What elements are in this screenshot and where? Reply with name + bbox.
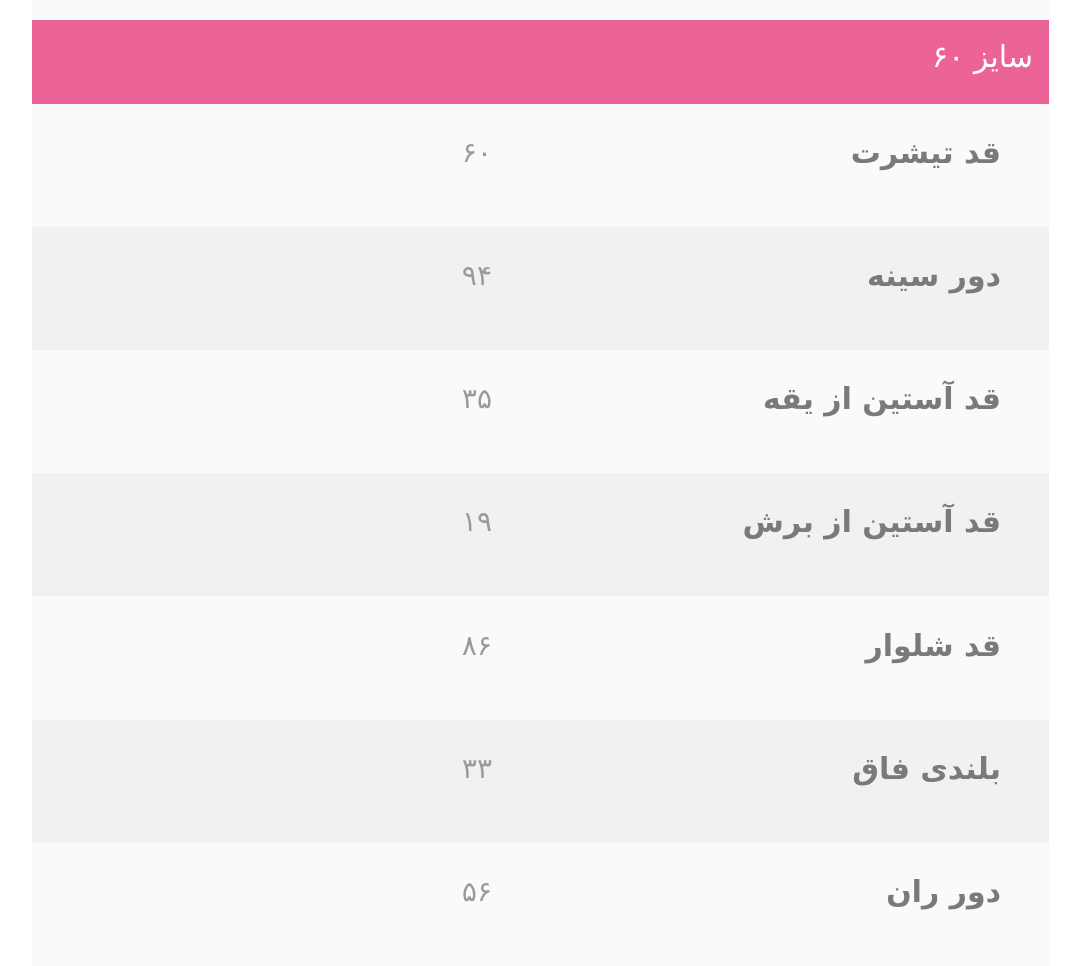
table-row: قد تیشرت ۶۰ xyxy=(32,104,1049,227)
row-value: ۶۰ xyxy=(461,136,492,169)
row-value: ۸۶ xyxy=(461,629,492,662)
size-title: سایز ۶۰ xyxy=(932,40,1033,75)
row-label: قد شلوار xyxy=(865,629,1001,664)
row-label: قد آستین از برش xyxy=(742,505,1001,540)
table-row: دور ران ۵۶ xyxy=(32,843,1049,966)
row-value: ۳۳ xyxy=(461,752,492,785)
size-header: سایز ۶۰ xyxy=(32,20,1049,104)
table-row: قد آستین از یقه ۳۵ xyxy=(32,350,1049,473)
table-row: دور سینه ۹۴ xyxy=(32,227,1049,350)
table-row: قد آستین از برش ۱۹ xyxy=(32,473,1049,596)
size-table: سایز ۶۰ قد تیشرت ۶۰ دور سینه ۹۴ قد آستین ا… xyxy=(32,0,1049,966)
table-row: بلندی فاق ۳۳ xyxy=(32,720,1049,843)
row-label: دور سینه xyxy=(867,259,1001,294)
row-label: دور ران xyxy=(886,875,1001,910)
row-value: ۹۴ xyxy=(461,259,492,292)
row-value: ۱۹ xyxy=(461,505,492,538)
row-label: قد آستین از یقه xyxy=(762,382,1001,417)
row-label: قد تیشرت xyxy=(850,136,1001,171)
table-row: قد شلوار ۸۶ xyxy=(32,597,1049,720)
row-value: ۳۵ xyxy=(461,382,492,415)
row-value: ۵۶ xyxy=(461,875,492,908)
row-label: بلندی فاق xyxy=(852,752,1001,787)
